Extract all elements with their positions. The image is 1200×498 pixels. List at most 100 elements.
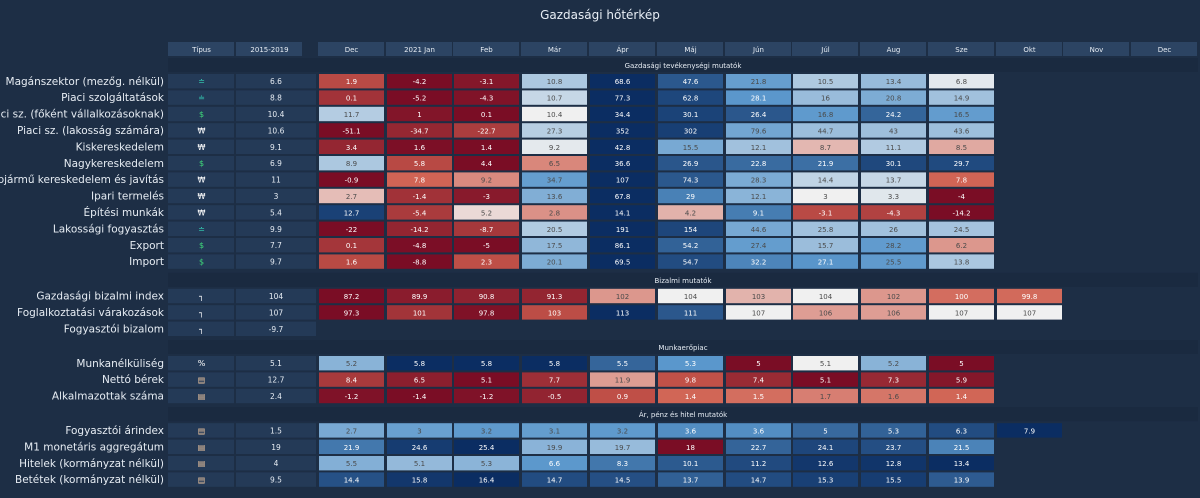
type-cell bbox=[168, 123, 234, 138]
type-cell bbox=[168, 238, 234, 253]
heatmap-cell bbox=[454, 74, 519, 89]
column-header: Máj bbox=[684, 46, 696, 54]
section-header: Gazdasági tevékenységi mutatók bbox=[625, 62, 743, 70]
type-cell bbox=[168, 472, 234, 487]
avg-cell bbox=[236, 188, 316, 204]
row-label: Gépjármű kereskedelem és javítás bbox=[0, 174, 164, 186]
cell-value: 101 bbox=[413, 309, 426, 317]
column-header-bg bbox=[318, 42, 384, 56]
cell-value: 15.7 bbox=[818, 242, 834, 250]
heatmap-cell bbox=[929, 356, 994, 371]
cell-value: -3.1 bbox=[480, 78, 494, 86]
cell-value: 1.9 bbox=[346, 78, 357, 86]
heatmap-cell bbox=[726, 90, 791, 105]
heatmap-cell bbox=[929, 106, 994, 122]
heatmap-cell bbox=[658, 305, 723, 320]
heatmap-cell bbox=[522, 156, 587, 171]
heatmap-cell bbox=[726, 423, 791, 438]
heatmap-cell bbox=[590, 388, 655, 404]
heatmap-cell bbox=[726, 388, 791, 404]
cell-value: 7.8 bbox=[956, 177, 967, 185]
cell-value: 102 bbox=[887, 293, 900, 301]
heatmap-cell bbox=[861, 423, 926, 438]
type-cell bbox=[168, 372, 234, 387]
avg-value: 6.9 bbox=[270, 159, 282, 168]
cell-value: 87.2 bbox=[344, 293, 360, 301]
heatmap-cell bbox=[522, 388, 587, 404]
type-cell bbox=[168, 172, 234, 187]
row-label: Magánszektor (mezőg. nélkül) bbox=[6, 76, 164, 88]
cell-value: 7.4 bbox=[753, 377, 765, 385]
heatmap-cell bbox=[590, 238, 655, 253]
cell-value: -14.2 bbox=[410, 226, 428, 234]
cell-value: 100 bbox=[955, 293, 968, 301]
heatmap-cell bbox=[793, 288, 858, 304]
cell-value: 22.7 bbox=[751, 444, 767, 452]
type-cell bbox=[168, 388, 234, 404]
cell-value: 104 bbox=[684, 293, 698, 301]
cell-value: 18 bbox=[686, 444, 695, 452]
heatmap-cell bbox=[658, 221, 723, 236]
cell-value: 20.1 bbox=[547, 259, 563, 267]
cell-value: 9.2 bbox=[481, 177, 492, 185]
heatmap-cell bbox=[929, 221, 994, 236]
column-header-bg bbox=[657, 42, 723, 56]
row-label: Munkanélküliség bbox=[76, 358, 164, 370]
heatmap-cell bbox=[387, 423, 452, 438]
corner-icon: ┐ bbox=[198, 308, 204, 318]
avg-value: 6.6 bbox=[270, 77, 282, 86]
heatmap-cell bbox=[387, 139, 452, 154]
cell-value: 5 bbox=[959, 360, 963, 368]
chart-icon: ▤ bbox=[198, 443, 206, 452]
cell-value: 24.1 bbox=[818, 444, 834, 452]
heatmap-cell bbox=[522, 172, 587, 187]
avg-cell bbox=[236, 139, 316, 154]
heatmap-cell bbox=[793, 356, 858, 371]
chart-icon: ▤ bbox=[198, 426, 206, 435]
cell-value: -4.8 bbox=[413, 242, 427, 250]
cell-value: 5.5 bbox=[617, 360, 628, 368]
column-header-bg bbox=[792, 42, 858, 56]
avg-value: 4 bbox=[274, 459, 279, 468]
heatmap-cell bbox=[793, 388, 858, 404]
cell-value: 5.1 bbox=[820, 377, 831, 385]
heatmap-cell bbox=[861, 221, 926, 236]
weight-icon: ₩ bbox=[198, 143, 206, 152]
heatmap-cell bbox=[861, 123, 926, 138]
heatmap-cell bbox=[793, 238, 858, 253]
heatmap-cell bbox=[861, 356, 926, 371]
cell-value: 13.9 bbox=[954, 477, 970, 485]
cell-value: 5.8 bbox=[414, 360, 425, 368]
row-label: Foglalkoztatási várakozások bbox=[17, 307, 165, 319]
heatmap-cell bbox=[319, 139, 384, 154]
row-label: Lakossági fogyasztás bbox=[53, 223, 164, 235]
cell-value: 99.8 bbox=[1022, 293, 1038, 301]
avg-cell bbox=[236, 288, 316, 304]
heatmap-cell bbox=[861, 254, 926, 269]
cell-value: 103 bbox=[548, 309, 561, 317]
cell-value: 91.3 bbox=[547, 293, 563, 301]
cell-value: 8.4 bbox=[346, 377, 358, 385]
heatmap-cell bbox=[590, 172, 655, 187]
cell-value: 19.9 bbox=[547, 444, 563, 452]
heatmap-cell bbox=[590, 139, 655, 154]
avg-cell bbox=[236, 472, 316, 487]
cell-value: 13.7 bbox=[886, 177, 902, 185]
cell-value: 21.8 bbox=[751, 78, 767, 86]
cell-value: -22 bbox=[346, 226, 357, 234]
cell-value: 0.1 bbox=[346, 95, 357, 103]
heatmap-cell bbox=[793, 156, 858, 171]
heatmap-cell bbox=[590, 205, 655, 220]
cell-value: 107 bbox=[752, 309, 765, 317]
heatmap-cell bbox=[319, 439, 384, 454]
cell-value: 9.1 bbox=[753, 209, 764, 217]
row-label: Nagykereskedelem bbox=[64, 158, 164, 170]
heatmap-cell bbox=[793, 423, 858, 438]
type-cell bbox=[168, 439, 234, 454]
avg-cell bbox=[236, 172, 316, 187]
cell-value: 22.8 bbox=[751, 160, 767, 168]
cell-value: 62.8 bbox=[683, 95, 699, 103]
heatmap-cell bbox=[658, 288, 723, 304]
heatmap-cell bbox=[522, 288, 587, 304]
